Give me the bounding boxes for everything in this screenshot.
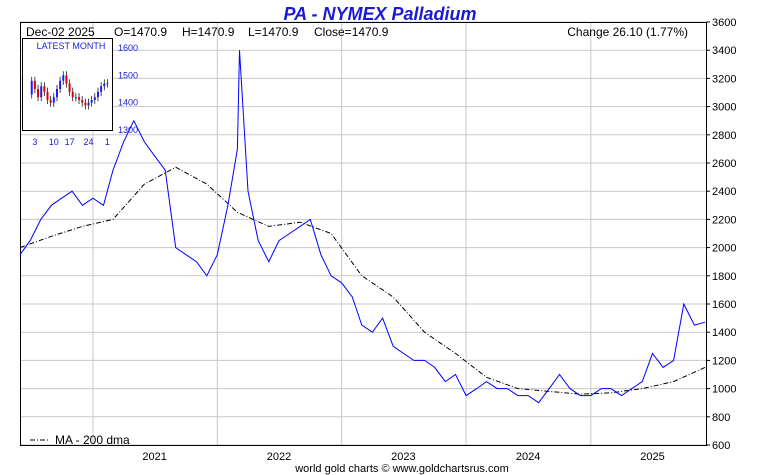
x-tick-label: 2023 <box>391 451 415 463</box>
inset-candle-body <box>100 86 103 92</box>
inset-candle-body <box>43 86 46 92</box>
inset-x-tick-label: 3 <box>32 137 37 147</box>
inset-candle-body <box>65 75 68 84</box>
inset-x-tick-label: 1 <box>105 137 110 147</box>
inset-x-tick-label: 17 <box>65 137 75 147</box>
inset-candle-body <box>74 97 77 99</box>
y-tick-label: 2000 <box>712 243 736 255</box>
x-tick-label: 2024 <box>516 451 540 463</box>
inset-title: LATEST MONTH <box>37 41 106 51</box>
y-tick-label: 800 <box>712 412 730 424</box>
chart-title: PA - NYMEX Palladium <box>283 4 476 24</box>
y-tick-label: 2400 <box>712 186 736 198</box>
inset-candle-body <box>78 97 81 100</box>
inset-candle-body <box>84 102 87 106</box>
inset-candle-body <box>106 83 109 85</box>
inset-candle-body <box>30 80 33 95</box>
inset-candles <box>30 71 109 110</box>
inset-candle-body <box>103 83 106 87</box>
open-label: O=1470.9 <box>114 25 167 39</box>
footer-credit: world gold charts © www.goldchartsrus.co… <box>294 463 509 475</box>
inset-x-tick-label: 24 <box>83 137 93 147</box>
change-label: Change 26.10 (1.77%) <box>567 25 688 39</box>
x-tick-label: 2021 <box>142 451 166 463</box>
inset-y-tick-label: 1300 <box>118 125 138 135</box>
inset-candle-body <box>33 80 36 89</box>
inset-candle-body <box>37 89 40 98</box>
inset-candle-body <box>87 102 90 106</box>
plot-frame <box>20 22 707 446</box>
ma-legend: MA - 200 dma <box>30 433 130 447</box>
inset-candle-body <box>46 91 49 100</box>
inset-candle-body <box>59 80 62 89</box>
inset-latest-month: LATEST MONTH 1300 1400 1500 1600 3 10 17 24 1 <box>22 38 138 147</box>
y-tick-label: 1400 <box>712 327 736 339</box>
y-tick-label: 2200 <box>712 214 736 226</box>
inset-candle-body <box>49 99 52 103</box>
inset-candle-body <box>81 99 84 103</box>
y-tick-label: 3000 <box>712 102 736 114</box>
inset-y-tick-label: 1600 <box>118 43 138 53</box>
y-tick-label: 1800 <box>712 271 736 283</box>
inset-candle-body <box>55 89 58 98</box>
inset-x-ticks: 3 10 17 24 1 <box>32 137 110 147</box>
x-tick-label: 2022 <box>267 451 291 463</box>
y-tick-label: 2600 <box>712 158 736 170</box>
y-tick-label: 3400 <box>712 45 736 57</box>
y-tick-label: 1000 <box>712 384 736 396</box>
ma-legend-label: MA - 200 dma <box>55 433 130 447</box>
high-label: H=1470.9 <box>182 25 235 39</box>
inset-candle-body <box>68 83 71 92</box>
inset-candle-body <box>71 91 74 98</box>
date-label: Dec-02 2025 <box>26 25 95 39</box>
inset-candle-body <box>90 99 93 103</box>
y-axis-ticks: 600 800 1000 1200 1400 1600 1800 2000 2200 2400 26… <box>706 17 736 452</box>
y-tick-label: 600 <box>712 440 730 452</box>
inset-candle-body <box>52 97 55 103</box>
grid <box>20 21 706 446</box>
y-tick-label: 1600 <box>712 299 736 311</box>
x-tick-label: 2025 <box>640 451 664 463</box>
y-tick-label: 3600 <box>712 17 736 29</box>
inset-y-tick-label: 1400 <box>118 98 138 108</box>
inset-candle-body <box>93 97 96 100</box>
x-axis-ticks: 2021 2022 2023 2024 2025 <box>142 451 664 463</box>
inset-y-ticks: 1300 1400 1500 1600 <box>118 43 138 135</box>
price-line <box>19 50 706 404</box>
close-label: Close=1470.9 <box>314 25 389 39</box>
inset-frame <box>22 38 113 131</box>
inset-candle-body <box>40 86 43 98</box>
y-tick-label: 3200 <box>712 73 736 85</box>
y-tick-label: 2800 <box>712 130 736 142</box>
y-tick-label: 1200 <box>712 355 736 367</box>
inset-x-tick-label: 10 <box>49 137 59 147</box>
inset-candle-body <box>96 91 99 98</box>
inset-candle-body <box>62 75 65 81</box>
inset-y-tick-label: 1500 <box>118 70 138 80</box>
low-label: L=1470.9 <box>248 25 299 39</box>
